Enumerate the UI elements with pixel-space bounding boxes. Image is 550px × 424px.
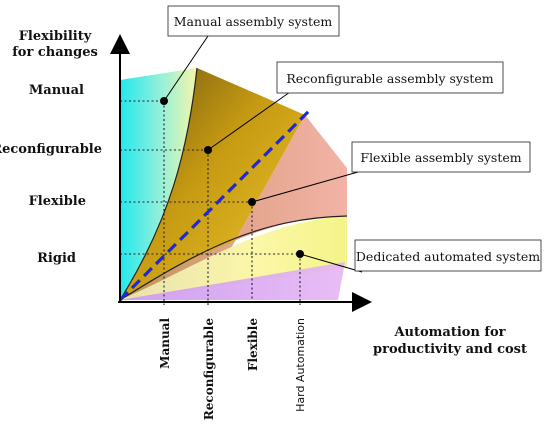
callout-box-dedicated	[354, 239, 542, 272]
y-label-rigid: Rigid	[37, 251, 76, 266]
rigid-zone	[120, 262, 345, 300]
y-axis-title-line1: Flexibility	[19, 29, 92, 44]
x-label-flexible: Flexible	[246, 318, 260, 371]
x-label-manual: Manual	[158, 318, 172, 369]
diagonal-dashed-line	[118, 106, 314, 302]
callout-text-reconfigurable: Reconfigurable assembly system	[286, 71, 493, 86]
leader-lines	[163, 32, 363, 273]
callout-box-flexible	[351, 141, 531, 173]
x-axis-title-line2: productivity and cost	[373, 342, 527, 357]
callout-box-reconfigurable	[276, 61, 504, 94]
manual-boundary-curve	[119, 67, 198, 301]
x-label-hard-automation: Hard Automation	[294, 318, 307, 412]
y-label-flexible: Flexible	[29, 194, 86, 209]
manual-zone	[120, 68, 197, 300]
flexible-boundary-curve	[119, 215, 348, 301]
x-label-reconfigurable: Reconfigurable	[202, 318, 216, 421]
guide-lines	[120, 100, 301, 305]
callout-text-flexible: Flexible assembly system	[360, 150, 521, 165]
transition-yellow-zone	[120, 216, 347, 300]
flexible-zone	[120, 115, 347, 300]
callout-text-dedicated: Dedicated automated system	[356, 249, 540, 264]
y-label-reconfigurable: Reconfigurable	[0, 142, 102, 157]
y-axis-title-line2: for changes	[12, 45, 98, 60]
callout-box-manual	[167, 5, 340, 37]
reconfigurable-zone	[120, 68, 305, 300]
callout-text-manual: Manual assembly system	[174, 14, 333, 29]
y-label-manual: Manual	[29, 83, 84, 98]
x-axis-title-line1: Automation for	[393, 325, 505, 340]
